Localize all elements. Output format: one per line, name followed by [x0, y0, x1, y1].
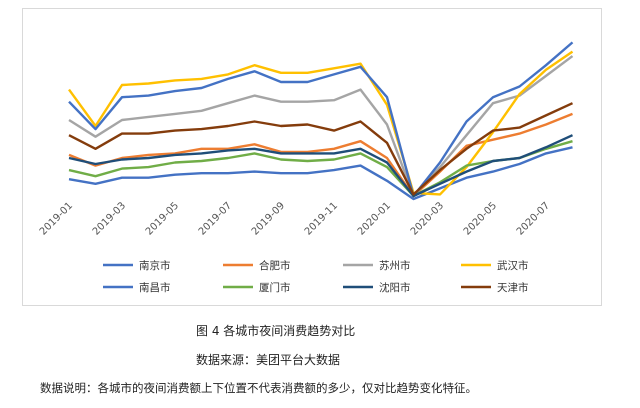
x-tick-label: 2019-03	[91, 200, 128, 237]
series-line-7	[68, 102, 574, 196]
x-tick-label: 2020-07	[515, 200, 552, 237]
legend-label-5: 厦门市	[259, 281, 291, 294]
chart-frame: 2019-01 2019-03 2019-05 2019-07 2019-09 2019-…	[22, 8, 602, 306]
x-axis-ticks: 2019-01 2019-03 2019-05 2019-07 2019-09 2019-…	[38, 200, 552, 237]
data-source: 数据来源：美团平台大数据	[196, 353, 341, 367]
legend-label-0: 南京市	[139, 259, 171, 272]
series-line-4	[68, 41, 574, 198]
legend-label-4: 南昌市	[139, 281, 171, 294]
x-tick-label: 2020-01	[356, 200, 393, 237]
line-chart: 2019-01 2019-03 2019-05 2019-07 2019-09 2019-…	[38, 41, 574, 294]
x-tick-label: 2019-09	[250, 200, 287, 237]
x-tick-label: 2019-05	[144, 200, 181, 237]
legend-label-3: 武汉市	[497, 259, 529, 272]
x-tick-label: 2020-03	[409, 200, 446, 237]
legend-label-2: 苏州市	[379, 259, 411, 272]
legend-label-7: 天津市	[497, 281, 529, 294]
figure-caption: 图 4 各城市夜间消费趋势对比	[196, 324, 356, 338]
series-lines	[68, 41, 574, 201]
series-line-1	[68, 112, 573, 198]
series-line-3	[68, 50, 574, 196]
x-tick-label: 2019-07	[197, 200, 234, 237]
legend-label-1: 合肥市	[259, 259, 291, 272]
data-note: 数据说明：各城市的夜间消费额上下位置不代表消费额的多少，仅对比趋势变化特征。	[40, 381, 477, 395]
x-tick-label: 2020-05	[462, 200, 499, 237]
x-tick-label: 2019-11	[303, 200, 340, 237]
series-line-6	[68, 134, 573, 198]
legend-label-6: 沈阳市	[379, 281, 411, 294]
x-tick-label: 2019-01	[38, 200, 75, 237]
series-line-2	[68, 55, 574, 198]
series-line-0	[68, 146, 573, 201]
